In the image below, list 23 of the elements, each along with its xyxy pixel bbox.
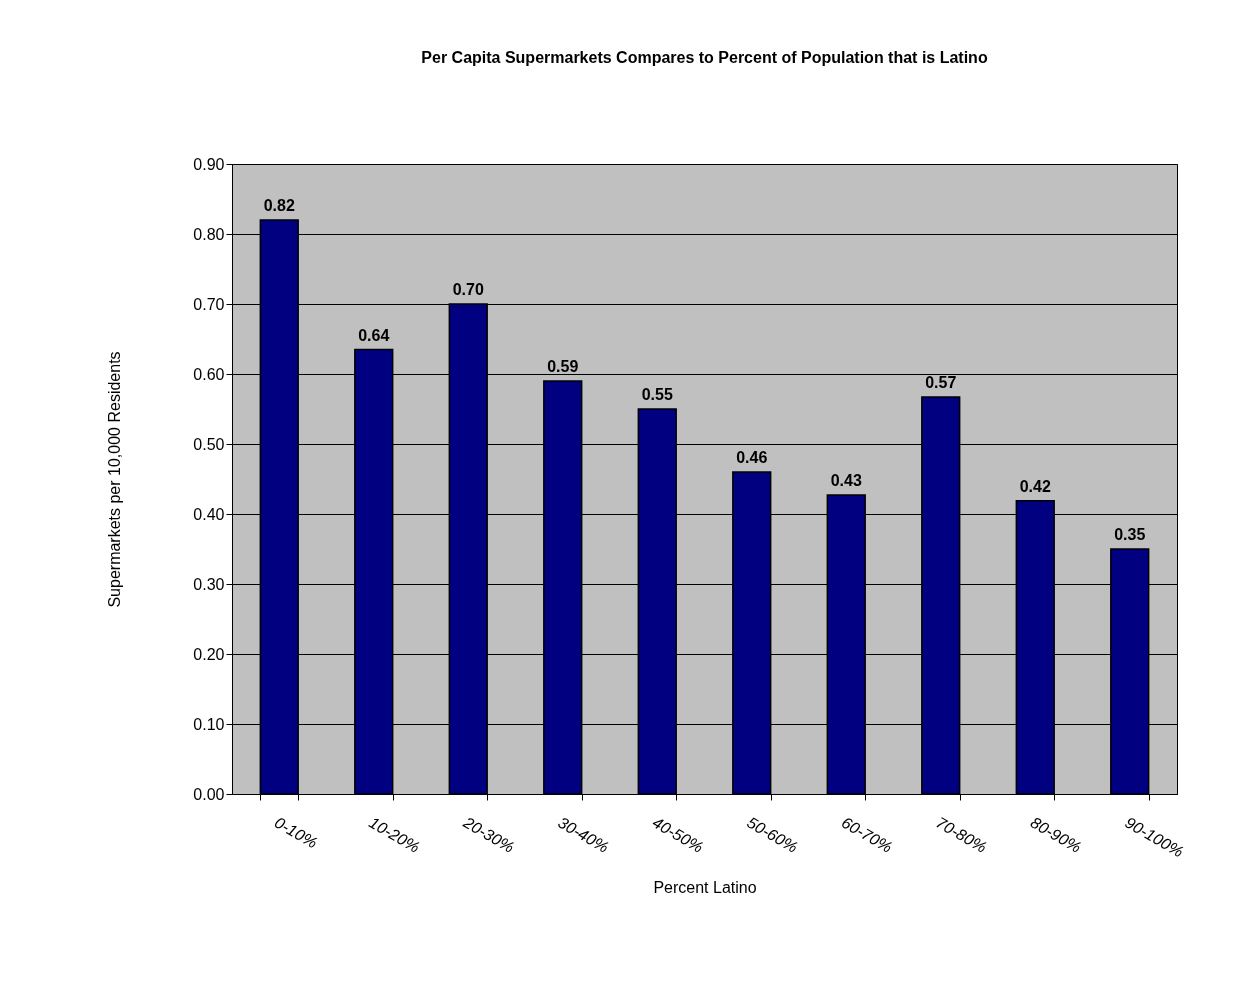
data-label: 0.59: [547, 358, 579, 375]
data-label: 0.43: [830, 472, 862, 490]
data-label: 0.55: [641, 386, 673, 403]
chart-title: Per Capita Supermarkets Compares to Percent of Population that is Latino: [421, 49, 988, 66]
y-tick-label: 0.20: [193, 645, 225, 663]
y-tick-label: 0.30: [193, 575, 225, 593]
data-label: 0.57: [925, 374, 957, 392]
data-label: 0.64: [358, 326, 390, 344]
x-axis-title: Percent Latino: [653, 879, 757, 897]
y-tick-label: 0.60: [193, 365, 225, 383]
y-tick-label: 0.50: [193, 435, 225, 453]
data-label: 0.42: [1019, 477, 1051, 495]
y-tick-label: 0.80: [193, 225, 225, 243]
y-tick-label: 0.90: [193, 155, 225, 173]
data-label: 0.70: [452, 281, 484, 298]
y-tick-label: 0.00: [193, 785, 225, 803]
y-tick-label: 0.70: [193, 295, 225, 313]
y-tick-label: 0.40: [193, 505, 225, 523]
data-label: 0.82: [263, 197, 295, 214]
y-axis-title: Supermarkets per 10,000 Residents: [106, 351, 124, 608]
data-label: 0.35: [1114, 526, 1146, 543]
y-tick-label: 0.10: [193, 715, 225, 733]
data-label: 0.46: [736, 449, 768, 466]
